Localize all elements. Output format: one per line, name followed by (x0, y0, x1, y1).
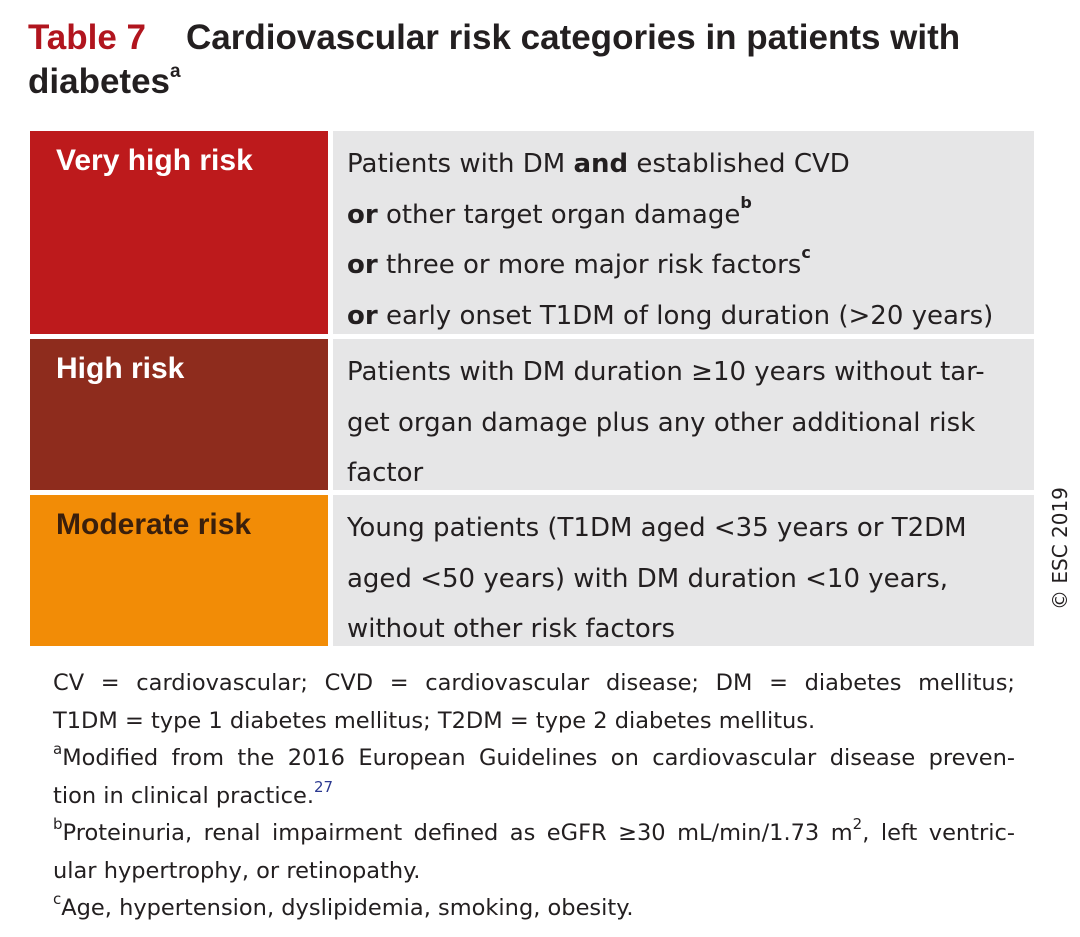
abbreviations-line: T1DM = type 1 diabetes mellitus; T2DM = … (53, 707, 816, 734)
description-line: Patients with DM and established CVD (347, 149, 850, 179)
abbreviations-line: CV = cardiovascular; CVD = cardiovascula… (53, 670, 1015, 696)
description-line: aged <50 years) with DM duration <10 yea… (347, 563, 949, 594)
table-title-text: Cardiovascular risk categories in patien… (28, 18, 961, 101)
category-moderate-risk: Moderate risk (30, 495, 328, 646)
category-very-high-risk: Very high risk (30, 131, 328, 334)
category-high-risk: High risk (30, 339, 328, 490)
footnote-b-continued: ular hypertrophy, or retinopathy. (53, 857, 421, 884)
table-row-moderate-risk: Moderate risk Young patients (T1DM aged … (30, 495, 1034, 646)
footnote-mark: c (801, 243, 811, 262)
reference-link[interactable]: 27 (314, 777, 334, 796)
risk-table: Very high risk Patients with DM and esta… (30, 131, 1034, 646)
description-very-high-risk: Patients with DM and established CVD or … (333, 131, 1034, 334)
description-line: Young patients (T1DM aged <35 years or T… (347, 513, 967, 543)
description-line: factor (347, 458, 424, 488)
footnote-b: bProteinuria, renal impairment defined a… (53, 815, 1015, 847)
table-label: Table 7 (28, 18, 147, 57)
table-row-very-high-risk: Very high risk Patients with DM and esta… (30, 131, 1034, 334)
footnote-a: aModified from the 2016 European Guideli… (53, 740, 1015, 772)
footnote-mark: c (53, 890, 62, 908)
description-line: get organ damage plus any other addition… (347, 407, 976, 438)
footnote-mark: b (53, 815, 63, 833)
copyright-notice: © ESC 2019 (1048, 487, 1072, 610)
description-high-risk: Patients with DM duration ≥10 years with… (333, 339, 1034, 490)
footnote-c: cAge, hypertension, dyslipidemia, smokin… (53, 890, 634, 922)
description-line: or early onset T1DM of long duration (>2… (347, 300, 994, 331)
footnote-mark: b (740, 192, 752, 212)
description-line: or three or more major risk factorsc (347, 243, 811, 281)
description-line: without other risk factors (347, 614, 676, 644)
footnote-a-continued: tion in clinical practice.27 (53, 777, 334, 809)
table-row-high-risk: High risk Patients with DM duration ≥10 … (30, 339, 1034, 490)
description-moderate-risk: Young patients (T1DM aged <35 years or T… (333, 495, 1034, 646)
table-title: Table 7 Cardiovascular risk categories in… (28, 16, 1038, 104)
table-footnotes: CV = cardiovascular; CVD = cardiovascula… (53, 665, 1015, 928)
footnote-mark: a (53, 740, 63, 758)
description-line: or other target organ damageb (347, 192, 752, 230)
description-line: Patients with DM duration ≥10 years with… (347, 357, 985, 387)
title-footnote-mark: a (170, 61, 181, 82)
